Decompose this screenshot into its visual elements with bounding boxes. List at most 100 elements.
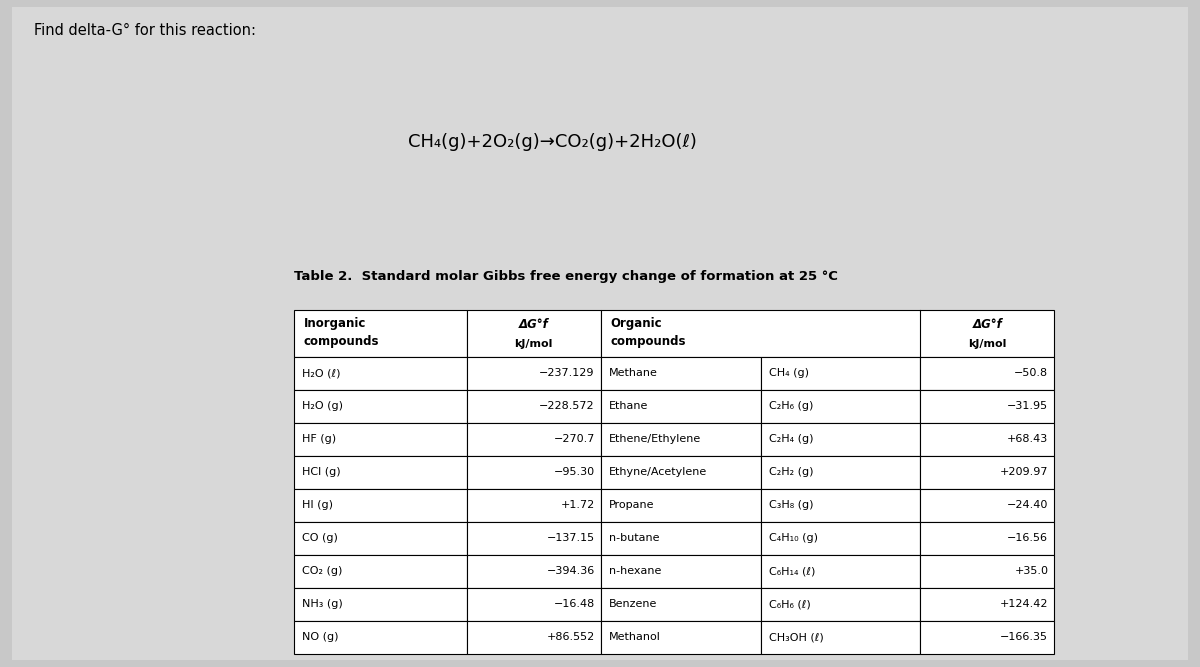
Text: +86.552: +86.552 bbox=[546, 632, 595, 642]
Text: HI (g): HI (g) bbox=[302, 500, 334, 510]
Bar bbox=[601, 522, 761, 555]
Text: +68.43: +68.43 bbox=[1007, 434, 1049, 444]
Bar bbox=[920, 588, 1055, 621]
Bar bbox=[601, 310, 1055, 357]
Bar bbox=[920, 489, 1055, 522]
Bar bbox=[294, 310, 467, 357]
Text: ΔG°f: ΔG°f bbox=[518, 317, 548, 331]
Text: HCl (g): HCl (g) bbox=[302, 467, 341, 477]
Text: Benzene: Benzene bbox=[610, 599, 658, 609]
Text: −394.36: −394.36 bbox=[546, 566, 595, 576]
Text: H₂O (g): H₂O (g) bbox=[302, 401, 343, 411]
Bar bbox=[920, 456, 1055, 489]
Bar bbox=[467, 621, 601, 654]
Text: +124.42: +124.42 bbox=[1000, 599, 1049, 609]
Bar bbox=[294, 456, 467, 489]
Text: C₆H₆ (ℓ): C₆H₆ (ℓ) bbox=[769, 599, 811, 609]
Text: compounds: compounds bbox=[304, 336, 379, 348]
Bar bbox=[601, 390, 761, 423]
Bar bbox=[601, 456, 761, 489]
Bar bbox=[920, 621, 1055, 654]
Bar bbox=[467, 310, 601, 357]
Text: −270.7: −270.7 bbox=[553, 434, 595, 444]
Text: HF (g): HF (g) bbox=[302, 434, 336, 444]
Text: −50.8: −50.8 bbox=[1014, 368, 1049, 378]
Text: compounds: compounds bbox=[611, 336, 686, 348]
Text: Organic: Organic bbox=[611, 317, 662, 329]
Bar bbox=[294, 390, 467, 423]
Bar bbox=[761, 423, 920, 456]
Text: H₂O (ℓ): H₂O (ℓ) bbox=[302, 368, 341, 378]
Text: +1.72: +1.72 bbox=[560, 500, 595, 510]
Bar bbox=[920, 555, 1055, 588]
Text: n-hexane: n-hexane bbox=[610, 566, 661, 576]
Text: −24.40: −24.40 bbox=[1007, 500, 1049, 510]
Text: −137.15: −137.15 bbox=[546, 533, 595, 543]
Text: Table 2.  Standard molar Gibbs free energy change of formation at 25 °C: Table 2. Standard molar Gibbs free energ… bbox=[294, 270, 838, 283]
Text: ΔG°f: ΔG°f bbox=[972, 317, 1002, 331]
Text: Methane: Methane bbox=[610, 368, 658, 378]
Bar bbox=[920, 357, 1055, 390]
Bar bbox=[467, 489, 601, 522]
Text: kJ/mol: kJ/mol bbox=[515, 339, 553, 349]
Bar bbox=[601, 423, 761, 456]
Text: CH₄(g)+2O₂(g)→CO₂(g)+2H₂O(ℓ): CH₄(g)+2O₂(g)→CO₂(g)+2H₂O(ℓ) bbox=[408, 133, 696, 151]
Bar bbox=[601, 489, 761, 522]
Text: kJ/mol: kJ/mol bbox=[968, 339, 1007, 349]
Text: Find delta-G° for this reaction:: Find delta-G° for this reaction: bbox=[34, 23, 256, 38]
Bar bbox=[761, 489, 920, 522]
Text: C₃H₈ (g): C₃H₈ (g) bbox=[769, 500, 814, 510]
Text: n-butane: n-butane bbox=[610, 533, 660, 543]
Text: CO (g): CO (g) bbox=[302, 533, 338, 543]
Bar bbox=[467, 456, 601, 489]
Text: +35.0: +35.0 bbox=[1014, 566, 1049, 576]
Text: Ethane: Ethane bbox=[610, 401, 648, 411]
Bar bbox=[920, 423, 1055, 456]
Text: +209.97: +209.97 bbox=[1000, 467, 1049, 477]
Bar bbox=[467, 588, 601, 621]
Bar bbox=[467, 555, 601, 588]
Text: Propane: Propane bbox=[610, 500, 655, 510]
Bar bbox=[920, 522, 1055, 555]
Bar bbox=[761, 555, 920, 588]
Text: −31.95: −31.95 bbox=[1007, 401, 1049, 411]
Text: CO₂ (g): CO₂ (g) bbox=[302, 566, 343, 576]
Bar bbox=[294, 522, 467, 555]
Bar bbox=[294, 621, 467, 654]
Bar bbox=[294, 588, 467, 621]
Text: C₂H₆ (g): C₂H₆ (g) bbox=[769, 401, 814, 411]
Text: Inorganic: Inorganic bbox=[304, 317, 366, 329]
Text: −237.129: −237.129 bbox=[539, 368, 595, 378]
Text: Methanol: Methanol bbox=[610, 632, 661, 642]
Text: C₄H₁₀ (g): C₄H₁₀ (g) bbox=[769, 533, 818, 543]
Bar bbox=[761, 357, 920, 390]
Text: −16.56: −16.56 bbox=[1007, 533, 1049, 543]
Bar bbox=[601, 357, 761, 390]
Bar bbox=[467, 522, 601, 555]
Text: C₂H₂ (g): C₂H₂ (g) bbox=[769, 467, 814, 477]
Bar bbox=[761, 588, 920, 621]
Bar bbox=[467, 357, 601, 390]
Bar bbox=[601, 621, 761, 654]
Text: −16.48: −16.48 bbox=[553, 599, 595, 609]
Bar bbox=[920, 390, 1055, 423]
Bar bbox=[294, 489, 467, 522]
Text: NH₃ (g): NH₃ (g) bbox=[302, 599, 343, 609]
Bar bbox=[761, 456, 920, 489]
Text: CH₃OH (ℓ): CH₃OH (ℓ) bbox=[769, 632, 823, 642]
Bar bbox=[467, 423, 601, 456]
Text: Ethyne/Acetylene: Ethyne/Acetylene bbox=[610, 467, 707, 477]
Bar bbox=[601, 588, 761, 621]
Text: C₆H₁₄ (ℓ): C₆H₁₄ (ℓ) bbox=[769, 566, 815, 576]
Bar bbox=[601, 555, 761, 588]
Bar bbox=[467, 390, 601, 423]
Bar bbox=[761, 390, 920, 423]
Text: −228.572: −228.572 bbox=[539, 401, 595, 411]
Text: −95.30: −95.30 bbox=[553, 467, 595, 477]
Text: NO (g): NO (g) bbox=[302, 632, 338, 642]
Text: −166.35: −166.35 bbox=[1001, 632, 1049, 642]
Text: CH₄ (g): CH₄ (g) bbox=[769, 368, 809, 378]
Bar bbox=[294, 555, 467, 588]
Bar bbox=[294, 357, 467, 390]
Bar bbox=[294, 423, 467, 456]
